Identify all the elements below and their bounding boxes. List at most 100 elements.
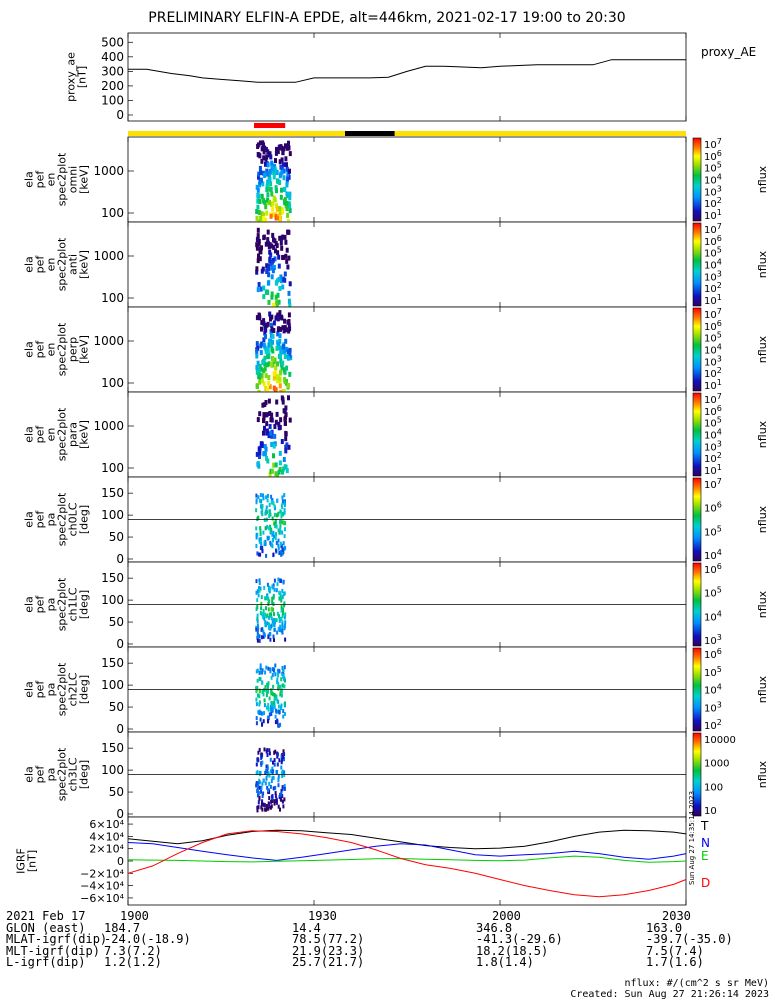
en_para-spectrum-cell (278, 450, 282, 456)
en_omni-spectrum-cell (258, 199, 262, 204)
en_anti-spectrum-cell (287, 255, 291, 261)
pa_ch0-pa-cell (283, 493, 286, 498)
pa_ch3-pa-cell (283, 770, 286, 775)
pa_ch3-pa-cell (275, 770, 278, 774)
en_anti-spectrum-cell (275, 280, 278, 286)
pa_ch2-pa-cell (258, 670, 261, 675)
pa_ch0-pa-cell (282, 521, 285, 526)
pa_ch2-pa-cell (264, 685, 267, 690)
pa_ch0-pa-cell (266, 510, 269, 515)
pa_ch2-pa-cell (261, 690, 264, 695)
pa_ch0-pa-cell (279, 526, 282, 531)
pa_ch1-pa-cell (279, 579, 282, 583)
pa_ch2-pa-cell (280, 689, 283, 694)
en_para-spectrum-cell (257, 446, 261, 452)
en_para-colorbar-tick: 105 (704, 416, 722, 430)
en_omni-spectrum-cell (260, 193, 264, 199)
pa_ch3-pa-cell (269, 757, 272, 762)
en_perp-spectrum-cell (278, 333, 282, 339)
en_omni-spectrum-cell (282, 162, 285, 168)
pa_ch2-pa-cell (267, 689, 269, 694)
pa_ch0-pa-cell (259, 531, 262, 536)
pa_ch1-pa-cell (267, 615, 270, 620)
pa_ch1-pa-cell (265, 606, 267, 611)
pa_ch3-pa-cell (267, 806, 270, 811)
pa_ch0-pa-cell (279, 541, 282, 546)
pa_ch0-pa-cell (255, 526, 258, 531)
en_perp-spectrum-cell (280, 365, 284, 371)
pa_ch2-pa-cell (274, 663, 277, 668)
pa_ch2-pa-cell (270, 691, 273, 695)
en_para-frame (127, 391, 687, 478)
pa_ch1-pa-cell (276, 611, 279, 616)
pa_ch2-pa-cell (275, 708, 277, 713)
pa_ch0-pa-cell (274, 535, 277, 539)
en_omni-spectrum-cell (269, 213, 273, 219)
pa_ch3-pa-cell (269, 805, 272, 810)
pa_ch0-pa-cell (257, 552, 260, 557)
pa_ch2-pa-cell (275, 696, 278, 701)
en_para-spectrum-cell (274, 419, 278, 425)
pa_ch3-pa-cell (262, 778, 265, 783)
en_perp-spectrum-cell (263, 361, 267, 367)
pa_ch2-pa-cell (258, 677, 261, 681)
pa_ch1-pa-cell (278, 616, 281, 621)
en_para-spectrum-cell (281, 399, 285, 405)
en_anti-spectrum-cell (277, 254, 281, 260)
en_para-spectrum-cell (258, 411, 262, 417)
en_para-spectrum-cell (272, 462, 276, 468)
y-tick-label: 0 (116, 807, 124, 821)
pa_ch2-pa-cell (271, 673, 274, 677)
y-tick-label: 150 (101, 741, 124, 755)
pa_ch3-pa-cell (265, 749, 268, 754)
pa_ch3-pa-cell (283, 752, 286, 757)
en_perp-spectrum-cell (263, 330, 267, 336)
footer-value: 2030 (662, 909, 691, 923)
en_omni-spectrum-cell (285, 191, 289, 197)
pa_ch1-pa-cell (277, 577, 280, 582)
pa_ch2-pa-cell (259, 717, 262, 722)
igrf-ylabel: IGRF[nT] (15, 848, 39, 874)
pa_ch2-pa-cell (259, 663, 262, 668)
en_omni-spectrum-cell (277, 144, 281, 150)
en_para-spectrum-cell (287, 395, 290, 401)
y-tick-label: 1000 (93, 164, 124, 178)
en_perp-spectrum-cell (263, 355, 267, 361)
pa_ch2-pa-cell (261, 722, 263, 727)
en_omni-spectrum-cell (257, 152, 261, 158)
en_para-spectrum-cell (263, 402, 267, 407)
pa_ch3-pa-cell (257, 785, 260, 790)
en_omni-spectrum-cell (284, 200, 288, 206)
en_anti-spectrum-cell (271, 232, 275, 238)
pa_ch0-pa-cell (283, 546, 286, 551)
en_para-spectrum-cell (258, 450, 262, 456)
en_perp-spectrum-cell (280, 315, 284, 321)
pa_ch3-pa-cell (266, 764, 269, 769)
pa_ch1-pa-cell (261, 612, 264, 617)
en_anti-spectrum-cell (272, 237, 275, 243)
en_omni-spectrum-cell (269, 154, 273, 160)
en_anti-colorbar-tick: 101 (704, 293, 722, 307)
pa_ch3-pa-cell (272, 760, 274, 765)
pa_ch3-pa-cell (281, 769, 284, 774)
en_omni-spectrum-cell (287, 140, 290, 146)
en_anti-spectrum-cell (258, 256, 262, 262)
en_perp-spectrum-cell (258, 372, 262, 378)
y-tick-label: 50 (109, 530, 124, 544)
en_para-spectrum-cell (281, 469, 284, 475)
pa_ch1-colorbar-label: nflux (756, 590, 769, 618)
footer-row: L-igrf(dip) 1.2(1.2) 25.7(21.7) 1.8(1.4) 1.7… (6, 956, 766, 968)
pa_ch3-pa-cell (277, 778, 280, 783)
en_anti-spectrum-cell (275, 301, 279, 307)
en_anti-ylabel: elapefenspec2plotanti[keV] (23, 237, 91, 291)
pa_ch0-pa-cell (273, 504, 276, 509)
en_anti-spectrum-cell (284, 253, 288, 259)
pa_ch2-pa-cell (256, 685, 259, 690)
pa_ch3-pa-cell (257, 791, 260, 796)
pa_ch3-pa-cell (262, 802, 265, 807)
pa_ch0-pa-cell (276, 498, 279, 503)
pa_ch2-pa-cell (267, 715, 270, 720)
pa_ch0-pa-cell (280, 544, 283, 549)
y-tick-label: 50 (109, 615, 124, 629)
pa_ch0-pa-cell (256, 551, 259, 556)
